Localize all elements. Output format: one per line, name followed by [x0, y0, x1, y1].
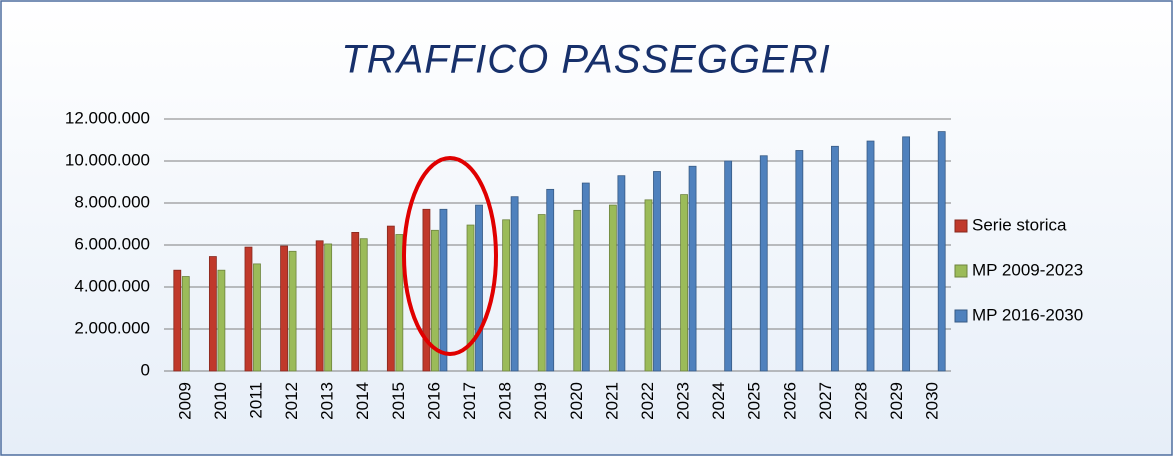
x-tick-label: 2028 [852, 382, 871, 420]
bar [315, 240, 324, 372]
bar [253, 263, 261, 372]
bar [422, 208, 431, 372]
y-tick-label: 4.000.000 [74, 276, 150, 295]
x-tick-label: 2025 [745, 382, 764, 420]
x-tick-label: 2019 [531, 382, 550, 420]
bar [546, 188, 555, 372]
x-tick-label: 2021 [602, 382, 621, 420]
legend-swatch [954, 309, 968, 323]
bar [608, 204, 617, 372]
bar [537, 214, 546, 372]
legend-label: MP 2016-2030 [972, 305, 1083, 324]
bar [475, 204, 483, 372]
bar [724, 160, 733, 372]
bar [510, 196, 519, 372]
bar [795, 150, 804, 372]
x-tick-label: 2030 [923, 382, 942, 420]
x-tick-label: 2017 [460, 382, 479, 420]
legend-swatch [954, 219, 968, 233]
x-tick-label: 2026 [780, 382, 799, 420]
chart-title: TRAFFICO PASSEGGERI [341, 38, 830, 82]
bar [653, 171, 661, 372]
bar [359, 238, 368, 372]
bar [573, 209, 582, 372]
x-tick-label: 2015 [389, 382, 408, 420]
bar [386, 225, 395, 372]
bar [431, 229, 439, 372]
x-tick-label: 2029 [887, 382, 906, 420]
x-tick-label: 2023 [674, 382, 693, 420]
bar [581, 182, 590, 372]
x-tick-label: 2011 [246, 382, 265, 419]
x-tick-label: 2013 [318, 382, 337, 420]
bar [173, 269, 182, 372]
bar [395, 234, 404, 372]
bar [439, 208, 448, 372]
bar [502, 219, 511, 372]
x-tick-label: 2027 [816, 382, 835, 420]
legend-label: Serie storica [972, 215, 1067, 234]
bar [280, 245, 288, 372]
x-tick-label: 2014 [353, 382, 372, 420]
bar [902, 136, 911, 372]
x-tick-label: 2010 [211, 382, 230, 420]
bar [866, 140, 875, 372]
y-tick-label: 2.000.000 [74, 318, 150, 337]
x-tick-label: 2024 [709, 382, 728, 420]
bar [759, 155, 768, 372]
bar [217, 269, 226, 372]
bar [466, 224, 475, 372]
y-tick-label: 10.000.000 [65, 150, 150, 169]
x-tick-label: 2022 [638, 382, 657, 420]
bar [680, 194, 688, 372]
bar [644, 199, 653, 372]
bar [208, 256, 217, 372]
x-tick-label: 2018 [496, 382, 515, 420]
x-tick-label: 2012 [282, 382, 301, 420]
x-tick-label: 2009 [175, 382, 194, 420]
bar [617, 175, 626, 372]
highlight-ellipse [402, 156, 498, 356]
legend-label: MP 2009-2023 [972, 260, 1083, 279]
y-tick-label: 0 [141, 360, 150, 379]
bar [937, 131, 946, 372]
bar [351, 231, 360, 372]
x-tick-label: 2020 [567, 382, 586, 420]
legend-swatch [954, 264, 968, 278]
bar [831, 145, 839, 372]
y-tick-label: 6.000.000 [74, 234, 150, 253]
x-tick-label: 2016 [424, 382, 443, 420]
bar [181, 276, 190, 372]
y-tick-label: 12.000.000 [65, 108, 150, 127]
bar [688, 165, 697, 372]
bar [324, 243, 333, 372]
bar [288, 250, 297, 372]
bar [244, 246, 253, 372]
y-tick-label: 8.000.000 [74, 192, 150, 211]
